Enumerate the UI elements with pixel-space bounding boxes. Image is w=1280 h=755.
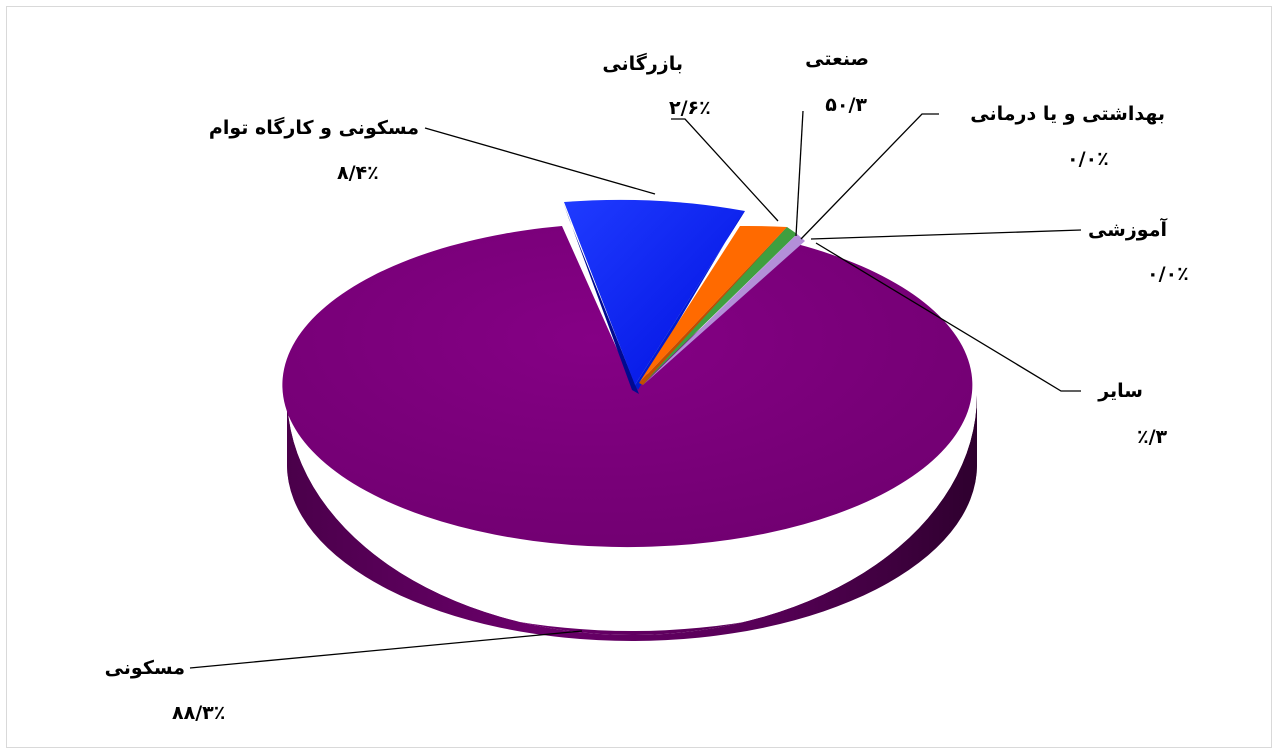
value-health: ۰/۰٪	[1067, 148, 1109, 170]
label-commercial: بازرگانی	[602, 52, 683, 75]
value-education: ۰/۰٪	[1147, 263, 1189, 285]
leader-lines	[189, 110, 1082, 669]
value-commercial: ۲/۶٪	[669, 97, 711, 119]
slice-industrial	[643, 227, 797, 384]
value-industrial: ۵۰/۳	[825, 94, 867, 116]
slice-commercial	[639, 225, 787, 383]
value-residential-workshop: ۸/۴٪	[337, 162, 379, 184]
leader-health	[800, 113, 939, 240]
pie-chart: مسکونی ۸۸/۳٪ مسکونی و کارگاه توام ۸/۴٪ ب…	[105, 48, 1189, 724]
leader-education	[810, 229, 1082, 240]
slice-residential-workshop-edge-right	[635, 211, 745, 390]
label-residential-workshop: مسکونی و کارگاه توام	[209, 116, 419, 139]
slice-residential	[282, 226, 973, 548]
slice-other	[643, 234, 805, 385]
chart-frame: مسکونی ۸۸/۳٪ مسکونی و کارگاه توام ۸/۴٪ ب…	[6, 6, 1272, 748]
leader-industrial	[795, 110, 804, 237]
value-residential: ۸۸/۳٪	[172, 702, 225, 724]
leader-other	[815, 242, 1081, 392]
value-other: ۳/٪	[1137, 426, 1168, 448]
slice-residential-workshop	[564, 199, 745, 385]
label-health: بهداشتی و یا درمانی	[970, 103, 1165, 125]
label-other: سایر	[1097, 380, 1143, 402]
pie-labels: مسکونی ۸۸/۳٪ مسکونی و کارگاه توام ۸/۴٪ ب…	[105, 48, 1189, 724]
label-education: آموزشی	[1088, 217, 1168, 241]
label-industrial: صنعتی	[805, 48, 869, 70]
leader-residential	[189, 630, 583, 669]
leader-residential-workshop	[424, 127, 656, 195]
label-residential: مسکونی	[105, 657, 185, 679]
leader-commercial	[671, 118, 779, 222]
